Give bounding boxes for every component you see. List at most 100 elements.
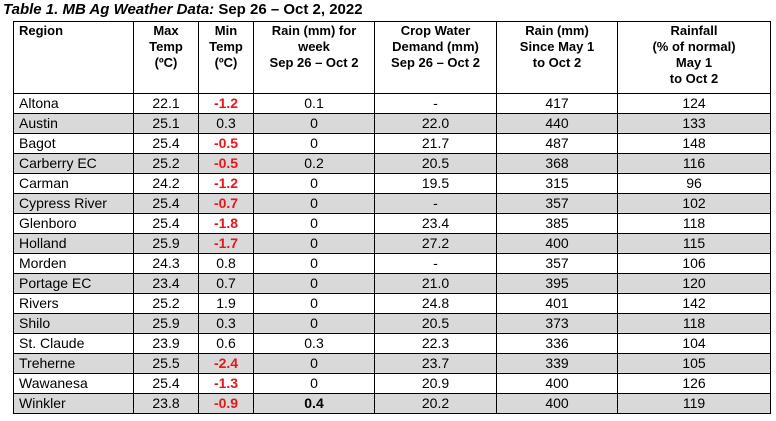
cell-crop-water: 23.7 bbox=[374, 353, 497, 374]
cell-rain-since: 373 bbox=[496, 313, 618, 334]
cell-min-temp: 0.8 bbox=[198, 253, 254, 274]
cell-crop-water: - bbox=[374, 253, 497, 274]
cell-rain-since: 395 bbox=[496, 273, 618, 294]
cell-max-temp: 25.4 bbox=[133, 373, 199, 394]
cell-crop-water: - bbox=[374, 193, 497, 214]
table-row: St. Claude 23.9 0.6 0.3 22.3 336 104 bbox=[13, 333, 771, 354]
cell-crop-water: 23.4 bbox=[374, 213, 497, 234]
table-row: Bagot 25.4 -0.5 0 21.7 487 148 bbox=[13, 133, 771, 154]
cell-rain-week: 0 bbox=[253, 313, 375, 334]
cell-region: St. Claude bbox=[13, 333, 134, 354]
cell-rain-since: 400 bbox=[496, 233, 618, 254]
cell-region: Shilo bbox=[13, 313, 134, 334]
table-row: Rivers 25.2 1.9 0 24.8 401 142 bbox=[13, 293, 771, 314]
table-row: Shilo 25.9 0.3 0 20.5 373 118 bbox=[13, 313, 771, 334]
cell-max-temp: 23.4 bbox=[133, 273, 199, 294]
table-row: Morden 24.3 0.8 0 - 357 106 bbox=[13, 253, 771, 274]
cell-min-temp: -0.5 bbox=[198, 133, 254, 154]
cell-min-temp: 0.3 bbox=[198, 113, 254, 134]
cell-rainfall-pct: 126 bbox=[617, 373, 771, 394]
cell-rainfall-pct: 105 bbox=[617, 353, 771, 374]
cell-rain-week: 0 bbox=[253, 353, 375, 374]
table-row: Carberry EC 25.2 -0.5 0.2 20.5 368 116 bbox=[13, 153, 771, 174]
cell-region: Portage EC bbox=[13, 273, 134, 294]
cell-rainfall-pct: 106 bbox=[617, 253, 771, 274]
cell-rain-week: 0 bbox=[253, 233, 375, 254]
header-region: Region bbox=[13, 21, 134, 94]
cell-rain-week: 0.3 bbox=[253, 333, 375, 354]
cell-max-temp: 25.4 bbox=[133, 213, 199, 234]
cell-min-temp: -0.7 bbox=[198, 193, 254, 214]
cell-region: Austin bbox=[13, 113, 134, 134]
cell-rainfall-pct: 104 bbox=[617, 333, 771, 354]
cell-region: Bagot bbox=[13, 133, 134, 154]
cell-rain-since: 440 bbox=[496, 113, 618, 134]
cell-region: Holland bbox=[13, 233, 134, 254]
caption-dates: Sep 26 – Oct 2, 2022 bbox=[218, 1, 363, 18]
cell-region: Morden bbox=[13, 253, 134, 274]
cell-max-temp: 23.8 bbox=[133, 393, 199, 414]
header-rain-since: Rain (mm) Since May 1 to Oct 2 bbox=[496, 21, 618, 94]
cell-crop-water: 21.7 bbox=[374, 133, 497, 154]
cell-crop-water: 20.2 bbox=[374, 393, 497, 414]
cell-rainfall-pct: 116 bbox=[617, 153, 771, 174]
cell-rainfall-pct: 124 bbox=[617, 93, 771, 114]
cell-max-temp: 24.2 bbox=[133, 173, 199, 194]
header-crop-water: Crop Water Demand (mm) Sep 26 – Oct 2 bbox=[374, 21, 497, 94]
table-row: Cypress River 25.4 -0.7 0 - 357 102 bbox=[13, 193, 771, 214]
cell-rainfall-pct: 119 bbox=[617, 393, 771, 414]
cell-crop-water: - bbox=[374, 93, 497, 114]
cell-min-temp: 0.6 bbox=[198, 333, 254, 354]
cell-crop-water: 19.5 bbox=[374, 173, 497, 194]
cell-rain-week: 0 bbox=[253, 213, 375, 234]
cell-rain-week: 0.1 bbox=[253, 93, 375, 114]
cell-crop-water: 20.9 bbox=[374, 373, 497, 394]
cell-rain-week: 0 bbox=[253, 253, 375, 274]
table-row: Winkler 23.8 -0.9 0.4 20.2 400 119 bbox=[13, 393, 771, 414]
cell-region: Treherne bbox=[13, 353, 134, 374]
cell-region: Cypress River bbox=[13, 193, 134, 214]
cell-region: Carman bbox=[13, 173, 134, 194]
cell-min-temp: 0.7 bbox=[198, 273, 254, 294]
cell-region: Winkler bbox=[13, 393, 134, 414]
header-min-temp: Min Temp (ºC) bbox=[198, 21, 254, 94]
cell-crop-water: 20.5 bbox=[374, 313, 497, 334]
cell-rain-week: 0.2 bbox=[253, 153, 375, 174]
cell-region: Wawanesa bbox=[13, 373, 134, 394]
table-row: Treherne 25.5 -2.4 0 23.7 339 105 bbox=[13, 353, 771, 374]
cell-rain-week: 0 bbox=[253, 373, 375, 394]
cell-rainfall-pct: 102 bbox=[617, 193, 771, 214]
cell-rain-since: 400 bbox=[496, 393, 618, 414]
cell-rainfall-pct: 133 bbox=[617, 113, 771, 134]
cell-rain-since: 368 bbox=[496, 153, 618, 174]
cell-max-temp: 25.9 bbox=[133, 313, 199, 334]
cell-rainfall-pct: 118 bbox=[617, 313, 771, 334]
cell-rain-week: 0 bbox=[253, 293, 375, 314]
cell-max-temp: 25.4 bbox=[133, 193, 199, 214]
table-row: Glenboro 25.4 -1.8 0 23.4 385 118 bbox=[13, 213, 771, 234]
cell-crop-water: 21.0 bbox=[374, 273, 497, 294]
cell-rain-since: 357 bbox=[496, 253, 618, 274]
cell-rainfall-pct: 96 bbox=[617, 173, 771, 194]
cell-rain-week: 0 bbox=[253, 113, 375, 134]
cell-rain-since: 487 bbox=[496, 133, 618, 154]
cell-max-temp: 25.2 bbox=[133, 153, 199, 174]
cell-max-temp: 25.2 bbox=[133, 293, 199, 314]
cell-min-temp: -1.2 bbox=[198, 173, 254, 194]
cell-rainfall-pct: 142 bbox=[617, 293, 771, 314]
cell-min-temp: 0.3 bbox=[198, 313, 254, 334]
weather-table: Region Max Temp (ºC) Min Temp (ºC) Rain (mm)… bbox=[13, 21, 771, 414]
cell-min-temp: -0.9 bbox=[198, 393, 254, 414]
cell-min-temp: -1.7 bbox=[198, 233, 254, 254]
cell-rain-week: 0 bbox=[253, 133, 375, 154]
table-caption: Table 1. MB Ag Weather Data: Sep 26 – Oc… bbox=[3, 1, 363, 18]
table-row: Carman 24.2 -1.2 0 19.5 315 96 bbox=[13, 173, 771, 194]
cell-min-temp: -1.2 bbox=[198, 93, 254, 114]
cell-crop-water: 24.8 bbox=[374, 293, 497, 314]
cell-min-temp: -1.3 bbox=[198, 373, 254, 394]
cell-rain-week: 0 bbox=[253, 193, 375, 214]
cell-min-temp: -2.4 bbox=[198, 353, 254, 374]
cell-max-temp: 25.4 bbox=[133, 133, 199, 154]
table-row: Portage EC 23.4 0.7 0 21.0 395 120 bbox=[13, 273, 771, 294]
cell-rain-since: 339 bbox=[496, 353, 618, 374]
